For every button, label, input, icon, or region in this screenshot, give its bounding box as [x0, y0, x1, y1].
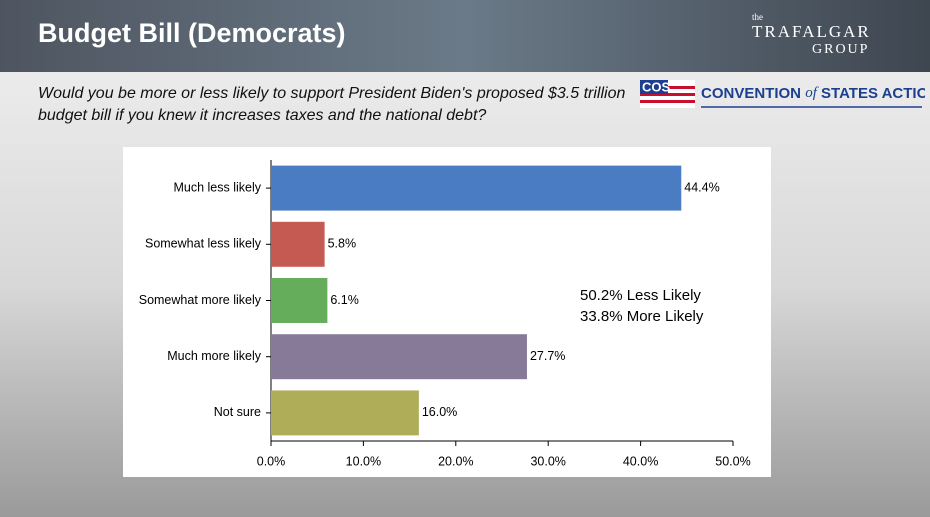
stripe	[640, 93, 695, 96]
y-tick-label: Much less likely	[173, 180, 261, 194]
bar	[271, 221, 325, 267]
value-label: 6.1%	[330, 293, 359, 307]
x-tick-label: 0.0%	[257, 454, 286, 468]
y-tick-label: Somewhat more likely	[139, 293, 262, 307]
annotation: 33.8% More Likely	[580, 308, 704, 325]
bar	[271, 165, 682, 211]
value-label: 16.0%	[422, 405, 457, 419]
cos-name: CONVENTION of STATES ACTION	[701, 85, 925, 102]
trafalgar-logo: the TRAFALGAR GROUP	[752, 12, 871, 58]
logo-small: the	[752, 12, 763, 22]
x-tick-label: 20.0%	[438, 454, 473, 468]
cos-name-1: CONVENTION	[701, 85, 801, 102]
cos-logo: COS CONVENTION of STATES ACTION	[640, 79, 925, 108]
logo-sub: GROUP	[812, 42, 870, 57]
question: Would you be more or less likely to supp…	[38, 85, 626, 124]
logo-name: TRAFALGAR	[752, 22, 871, 41]
bar	[271, 390, 419, 436]
cos-name-2: STATES ACTION	[821, 85, 925, 102]
flag-canton	[640, 80, 668, 94]
x-tick-label: 30.0%	[530, 454, 565, 468]
x-tick-label: 40.0%	[623, 454, 658, 468]
chart: 0.0% 10.0% 20.0% 30.0% 40.0% 50.0% Much less l…	[123, 147, 771, 477]
y-tick-label: Somewhat less likely	[145, 237, 262, 251]
bar	[271, 334, 527, 380]
banner	[0, 0, 930, 72]
cos-mark: COS	[642, 79, 671, 94]
x-tick-label: 10.0%	[346, 454, 381, 468]
stripe	[640, 100, 695, 103]
value-label: 5.8%	[328, 237, 357, 251]
value-label: 44.4%	[684, 180, 719, 194]
value-label: 27.7%	[530, 349, 565, 363]
y-tick-label: Much more likely	[167, 349, 262, 363]
x-tick-label: 50.0%	[715, 454, 750, 468]
slide-title: Budget Bill (Democrats)	[38, 18, 346, 48]
y-tick-label: Not sure	[214, 405, 261, 419]
cos-of: of	[805, 85, 819, 101]
annotation: 50.2% Less Likely	[580, 287, 701, 304]
bar	[271, 278, 328, 323]
